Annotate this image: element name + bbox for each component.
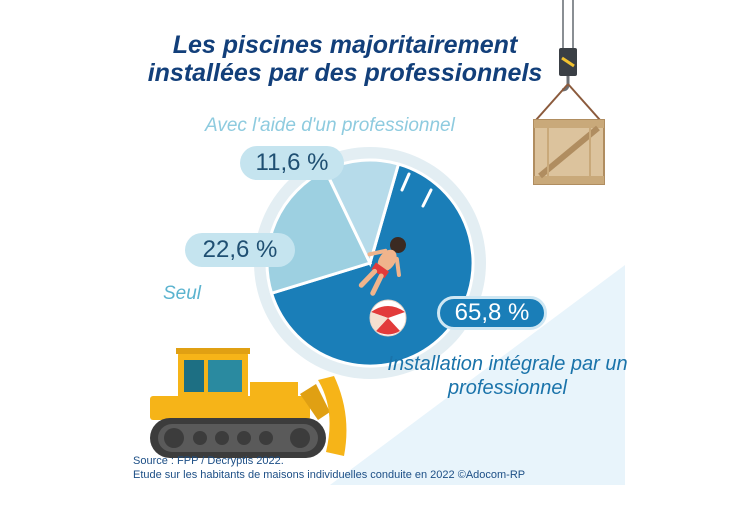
background-panel [330,265,625,485]
data-label-seul: 22,6 % [185,233,295,267]
pool-ladder-icon [400,172,433,208]
data-label-aide: 11,6 % [240,146,344,180]
slice-name-integral: Installation intégrale par un profession… [387,353,628,399]
chart-title-line-2: installées par des professionnels [147,59,543,87]
slice-integral [269,162,475,368]
pie-chart [265,158,475,368]
crane-crate-illustration [533,0,605,185]
swimmer-icon [358,237,406,296]
data-label-integral: 65,8 % [437,296,547,330]
slice-name-seul: Seul [163,283,202,304]
slice-name-aide: Avec l'aide d'un professionnel [205,115,455,136]
beach-ball-icon [369,299,407,337]
chart-title-line-1: Les piscines majoritairement [172,31,518,59]
bulldozer-illustration [150,348,347,458]
source-line-2: Etude sur les habitants de maisons indiv… [133,469,526,481]
source-line-1: Source : FPP / Decryptis 2022. [133,455,284,467]
